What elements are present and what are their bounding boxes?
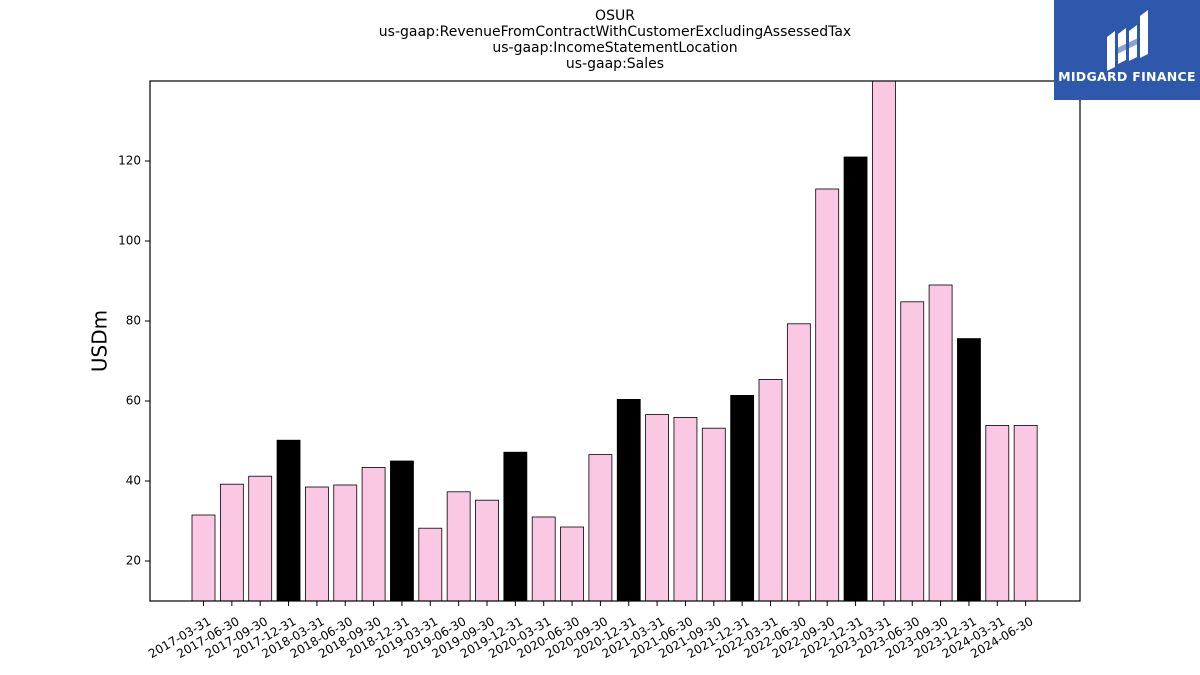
bar-2023-03-31: [872, 80, 896, 602]
logo-mark-icon: [1107, 10, 1148, 71]
bar-2019-03-31: [418, 527, 443, 602]
bar-2017-09-30: [248, 475, 273, 602]
bar-2024-03-31: [985, 424, 1010, 602]
bar-2021-03-31: [645, 414, 669, 602]
y-tick-label: 120: [118, 154, 141, 168]
bar-2022-06-30: [786, 323, 811, 602]
bar-2021-12-31: [730, 394, 755, 602]
y-tick-label: 80: [126, 314, 141, 328]
x-axis: 2017-03-312017-06-302017-09-302017-12-31…: [146, 601, 1036, 661]
bar-2024-06-30: [1013, 424, 1038, 602]
midgard-finance-logo: MIDGARD FINANCE: [1054, 0, 1200, 100]
y-tick-label: 20: [126, 554, 141, 568]
y-axis-label: USDm: [88, 310, 112, 372]
bar-2023-12-31: [957, 338, 981, 602]
bar-2018-06-30: [333, 484, 358, 602]
y-tick-label: 40: [126, 474, 141, 488]
bar-2017-12-31: [276, 439, 301, 602]
logo-text: MIDGARD FINANCE: [1058, 69, 1196, 84]
bar-2023-09-30: [928, 284, 953, 602]
y-tick-label: 60: [126, 394, 141, 408]
chart-title: OSUR: [595, 8, 635, 24]
chart-subtitle-3: us-gaap:Sales: [565, 56, 665, 72]
y-tick-label: 100: [118, 234, 141, 248]
bar-2022-12-31: [843, 156, 868, 602]
bar-2022-03-31: [758, 378, 783, 602]
bar-2019-09-30: [475, 499, 499, 602]
bar-2018-03-31: [304, 486, 329, 602]
bar-2020-06-30: [560, 526, 584, 602]
chart-subtitle-2: us-gaap:IncomeStatementLocation: [492, 40, 738, 56]
y-axis: 20 40 60 80 100 120: [118, 154, 150, 568]
bar-2023-06-30: [900, 301, 925, 602]
bar-2022-09-30: [815, 188, 840, 602]
bar-2017-06-30: [219, 483, 244, 602]
bar-2019-12-31: [503, 451, 528, 602]
bar-2020-12-31: [616, 398, 641, 602]
bar-2020-03-31: [531, 516, 556, 602]
chart-subtitle-1: us-gaap:RevenueFromContractWithCustomerE…: [378, 24, 852, 40]
bars-group: [191, 80, 1038, 602]
bar-2018-12-31: [390, 460, 414, 602]
bar-2020-09-30: [588, 454, 613, 602]
bar-2019-06-30: [446, 491, 471, 602]
plot-frame: [149, 80, 1081, 602]
bar-2017-03-31: [191, 514, 216, 602]
bar-2018-09-30: [361, 466, 386, 602]
bar-2021-06-30: [673, 416, 698, 602]
bar-2021-09-30: [701, 427, 726, 602]
